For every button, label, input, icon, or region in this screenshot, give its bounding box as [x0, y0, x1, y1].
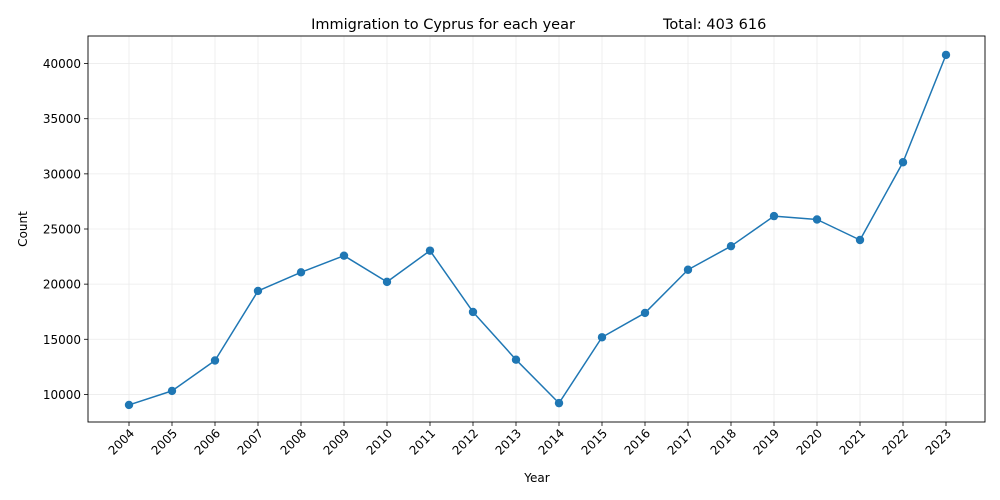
data-point-2023: [941, 50, 951, 60]
data-point-2021: [855, 235, 865, 245]
data-point-2010: [382, 277, 392, 287]
data-point-2005: [167, 386, 177, 396]
data-point-2018: [726, 241, 736, 251]
data-point-2015: [597, 333, 607, 342]
y-tick-label: 30000: [43, 167, 81, 181]
data-point-2022: [898, 158, 908, 167]
y-tick-label: 35000: [43, 112, 81, 126]
y-tick-label: 10000: [43, 388, 81, 402]
data-point-2008: [296, 268, 306, 277]
y-axis-ticks: 10000 15000 20000 25000 30000 35000 40000: [43, 57, 88, 402]
series-line: [128, 54, 947, 406]
data-point-2011: [425, 246, 435, 255]
y-tick-label: 25000: [43, 223, 81, 237]
data-point-2017: [683, 265, 693, 274]
data-point-2013: [511, 355, 521, 364]
x-axis-label: Year: [523, 471, 549, 485]
data-point-2014: [554, 398, 564, 408]
data-point-2019: [769, 211, 779, 221]
y-tick-label: 40000: [43, 57, 81, 71]
chart-title: Immigration to Cyprus for each year: [311, 17, 575, 33]
data-point-2016: [640, 308, 650, 318]
data-point-2012: [468, 307, 478, 317]
y-tick-label: 15000: [43, 333, 81, 347]
grid-lines: [88, 36, 985, 422]
data-point-2020: [812, 215, 822, 224]
data-point-2007: [253, 286, 263, 296]
chart-subtitle: Total: 403 616: [662, 17, 766, 33]
series-group: [124, 50, 951, 410]
data-point-2009: [339, 251, 349, 260]
data-point-2006: [210, 356, 220, 365]
data-point-2004: [124, 400, 134, 410]
y-tick-label: 20000: [43, 278, 81, 292]
y-axis-label: Count: [16, 211, 30, 247]
